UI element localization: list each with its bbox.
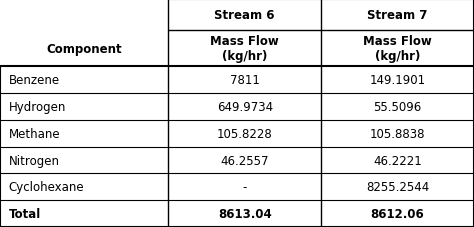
Text: Mass Flow
(kg/hr): Mass Flow (kg/hr) — [363, 35, 432, 63]
Text: 8255.2544: 8255.2544 — [366, 180, 429, 193]
Text: 105.8228: 105.8228 — [217, 127, 273, 140]
Text: 46.2221: 46.2221 — [373, 154, 422, 167]
Text: Hydrogen: Hydrogen — [9, 101, 66, 114]
Text: Component: Component — [46, 42, 122, 55]
Text: Mass Flow
(kg/hr): Mass Flow (kg/hr) — [210, 35, 279, 63]
Text: 55.5096: 55.5096 — [374, 101, 422, 114]
Text: 46.2557: 46.2557 — [220, 154, 269, 167]
Text: 649.9734: 649.9734 — [217, 101, 273, 114]
Text: Total: Total — [9, 207, 41, 220]
Text: Stream 6: Stream 6 — [214, 9, 275, 22]
Text: 149.1901: 149.1901 — [370, 74, 426, 87]
Text: Methane: Methane — [9, 127, 60, 140]
Text: 7811: 7811 — [230, 74, 260, 87]
Text: 8613.04: 8613.04 — [218, 207, 272, 220]
Text: -: - — [243, 180, 247, 193]
Text: Stream 7: Stream 7 — [367, 9, 428, 22]
Text: Cyclohexane: Cyclohexane — [9, 180, 84, 193]
Text: Nitrogen: Nitrogen — [9, 154, 60, 167]
Text: 8612.06: 8612.06 — [371, 207, 424, 220]
Text: Benzene: Benzene — [9, 74, 60, 87]
Text: 105.8838: 105.8838 — [370, 127, 425, 140]
